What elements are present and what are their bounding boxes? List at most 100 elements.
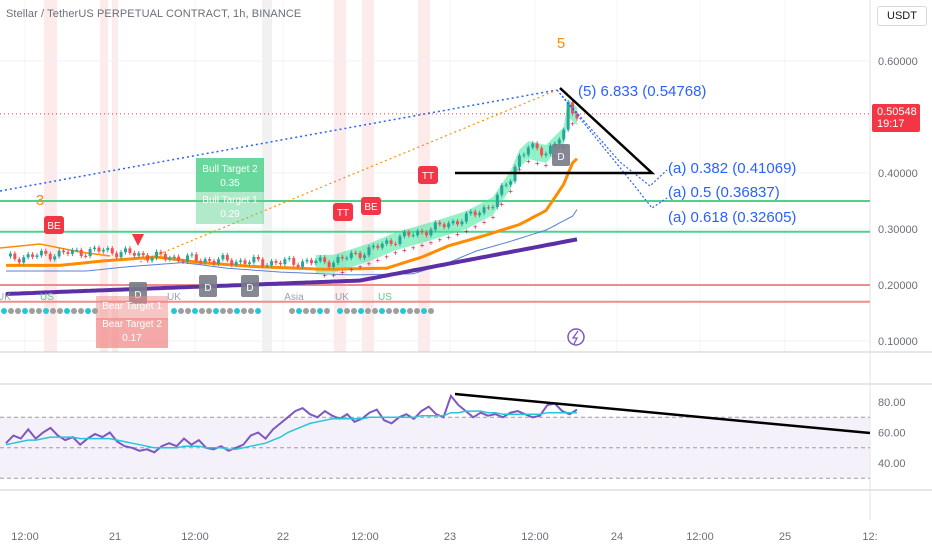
signal-badge-text: TT (422, 171, 434, 182)
candle-body (62, 250, 66, 253)
candle-body (345, 257, 349, 259)
candle-body (203, 259, 207, 263)
trend-cross-marker: + (473, 223, 478, 232)
trend-cross-marker: + (393, 249, 398, 258)
session-dot (29, 308, 35, 314)
marker-box: D (199, 275, 217, 297)
candle-body (190, 254, 194, 256)
elliott-wave-label: 3 (36, 192, 44, 209)
candle-body (442, 224, 446, 228)
candle-body (278, 262, 282, 265)
targets-group: Bull Target 2 0.35 Bull Target 1 0.29 Bear T… (96, 158, 264, 348)
candle-body (283, 259, 287, 265)
candle-body (451, 221, 455, 224)
candle-body (252, 256, 256, 263)
trend-cross-marker: + (358, 263, 363, 272)
candle-body (398, 236, 402, 244)
trend-cross-marker: + (508, 187, 513, 196)
marker-box-bg (552, 144, 570, 166)
price-tick-label: 0.30000 (878, 224, 918, 236)
session-dot (372, 308, 378, 314)
session-dot (248, 308, 254, 314)
fib-annotation: (a) 0.618 (0.32605) (668, 209, 796, 226)
candle-body (88, 249, 92, 257)
time-tick-label: 25 (779, 531, 791, 543)
trend-cross-marker: + (411, 243, 416, 252)
last-price: 0.50548 (877, 106, 917, 118)
fib-path-2 (556, 89, 668, 209)
session-dot (213, 308, 219, 314)
trend-cross-marker: + (375, 256, 380, 265)
candle-body (407, 232, 411, 236)
marker-box: D (552, 144, 570, 166)
target-label: Bear Target 1 (102, 301, 162, 312)
candles-group (8, 100, 579, 270)
candle-body (367, 247, 371, 256)
currency-selector[interactable]: USDT (877, 6, 927, 26)
candle-body (239, 260, 243, 262)
candle-body (128, 248, 132, 253)
session-dot (344, 308, 350, 314)
candle-body (522, 154, 526, 156)
candle-body (340, 256, 344, 259)
candle-body (106, 248, 110, 250)
session-dot (289, 308, 295, 314)
fib-annotation: (5) 6.833 (0.54768) (578, 83, 706, 100)
time-tick-label: 22 (277, 531, 289, 543)
bearish-arrow (132, 234, 144, 246)
candle-body (517, 155, 521, 167)
candle-body (132, 252, 136, 256)
candle-body (460, 221, 464, 225)
time-tick-label: 12:00 (686, 531, 714, 543)
trend-cross-marker: + (340, 268, 345, 277)
candle-body (274, 261, 278, 263)
candle-body (31, 254, 35, 257)
target-label: Bear Target 2 (102, 319, 162, 330)
trend-cross-marker: + (482, 218, 487, 227)
time-tick-label: 23 (444, 531, 456, 543)
marker-box: D (241, 275, 259, 297)
elliott-triangle (455, 87, 656, 175)
ema-orange-early (0, 243, 111, 257)
ema-orange-line (6, 157, 579, 271)
candle-body (296, 264, 300, 267)
candle-body (93, 247, 97, 250)
candle-body (48, 253, 52, 260)
candle-body (349, 252, 353, 258)
candle-body (75, 249, 79, 251)
session-dot (351, 308, 357, 314)
signal-badge-bg (333, 203, 353, 221)
trend-cross-marker: + (517, 166, 522, 175)
candle-body (13, 253, 17, 260)
candle-body (150, 257, 154, 261)
candle-body (137, 253, 141, 256)
candle-body (168, 257, 172, 260)
ema-purple-line (5, 237, 578, 296)
candle-body (566, 102, 570, 130)
chart-title: Stellar / TetherUS PERPETUAL CONTRACT, 1… (6, 8, 302, 20)
session-dot (15, 308, 21, 314)
trend-cross-marker: + (384, 252, 389, 261)
candle-body (301, 261, 305, 267)
trend-cross-marker: + (455, 230, 460, 239)
candle-body (433, 222, 437, 230)
candle-body (79, 249, 83, 256)
marker-box-text: D (204, 283, 211, 294)
candle-body (394, 243, 398, 245)
candle-body (234, 261, 238, 265)
time-tick-label: 12:00 (11, 531, 39, 543)
candle-body (159, 251, 163, 254)
candle-body (469, 211, 473, 214)
rsi-line (5, 393, 578, 454)
candle-body (124, 248, 128, 253)
candle-body (389, 240, 393, 244)
session-label: UK (167, 292, 181, 303)
target-value: 0.29 (220, 209, 240, 220)
session-dot (50, 308, 56, 314)
trend-cross-marker: + (322, 271, 327, 280)
candle-body (385, 240, 389, 244)
session-dot (43, 308, 49, 314)
session-dot (178, 308, 184, 314)
